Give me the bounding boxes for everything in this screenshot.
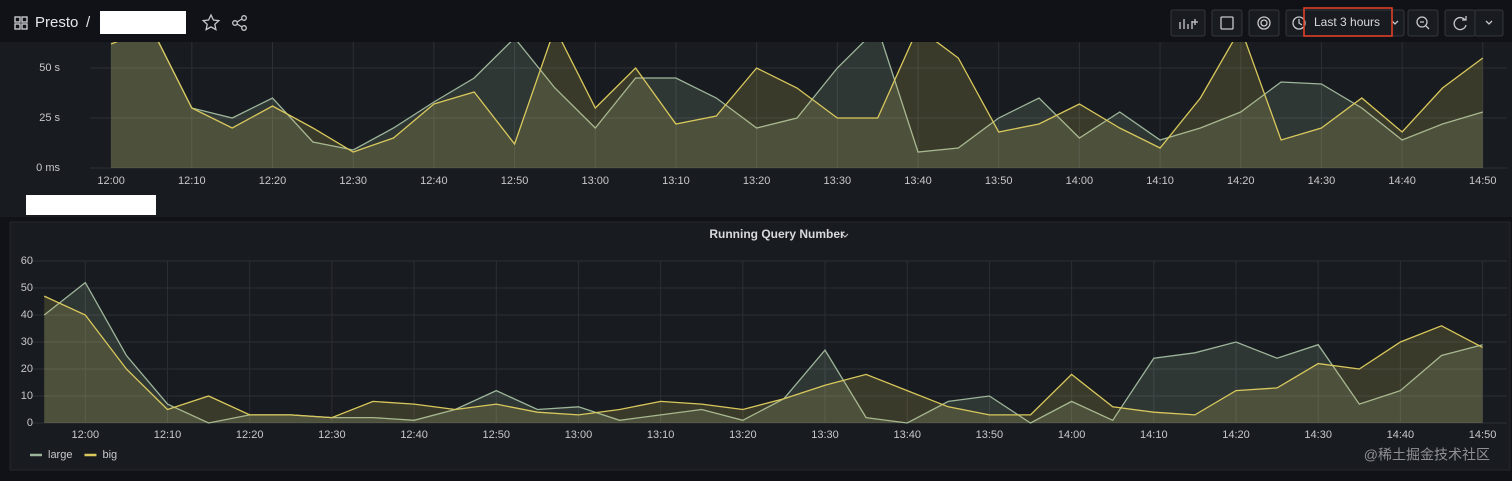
x-tick-label: 13:20	[743, 175, 771, 187]
star-icon[interactable]	[201, 13, 221, 31]
highlight-box	[1303, 7, 1393, 37]
y-tick-label: 25 s	[39, 112, 60, 124]
x-tick-label: 14:40	[1387, 429, 1415, 441]
add-panel-button[interactable]	[1170, 9, 1206, 37]
dashboard-folder[interactable]: Presto	[35, 14, 78, 31]
x-tick-label: 14:50	[1469, 175, 1497, 187]
share-icon[interactable]	[232, 15, 247, 31]
x-tick-label: 13:50	[976, 429, 1004, 441]
x-tick-label: 12:10	[178, 175, 206, 187]
x-tick-label: 14:10	[1140, 429, 1168, 441]
refresh-interval[interactable]	[1474, 9, 1504, 37]
plot	[110, 42, 1484, 168]
x-tick-label: 14:00	[1058, 429, 1086, 441]
x-tick-label: 14:20	[1222, 429, 1250, 441]
x-tick-label: 12:00	[72, 429, 100, 441]
breadcrumb-separator: /	[86, 14, 91, 31]
area	[44, 296, 1483, 423]
y-tick-label: 60	[21, 255, 33, 267]
x-tick-label: 14:30	[1308, 175, 1336, 187]
x-tick-label: 12:00	[97, 175, 125, 187]
x-tick-label: 12:50	[501, 175, 529, 187]
x-tick-label: 14:10	[1146, 175, 1174, 187]
time-range[interactable]: Last 3 hours	[1314, 15, 1380, 29]
line	[157, 42, 1483, 153]
x-tick-label: 14:40	[1388, 175, 1416, 187]
settings-button[interactable]	[1248, 9, 1280, 37]
plot	[43, 281, 1483, 424]
x-tick-label: 13:10	[647, 429, 675, 441]
x-tick-label: 13:00	[581, 175, 609, 187]
x-tick-label: 13:40	[893, 429, 921, 441]
legend-label: big	[102, 449, 117, 461]
x-tick-label: 12:20	[236, 429, 264, 441]
panel-title: Running Query Number	[709, 227, 845, 241]
y-tick-label: 10	[21, 390, 33, 402]
x-tick-label: 12:40	[400, 429, 428, 441]
x-tick-label: 14:30	[1304, 429, 1332, 441]
x-tick-label: 13:40	[904, 175, 932, 187]
x-tick-label: 14:20	[1227, 175, 1255, 187]
redacted-legend	[26, 195, 156, 215]
apps-icon[interactable]	[14, 16, 28, 30]
x-tick-label: 14:50	[1469, 429, 1497, 441]
watermark: @稀土掘金技术社区	[1364, 447, 1490, 463]
area	[111, 42, 1483, 168]
line	[43, 295, 1483, 419]
y-tick-label: 50 s	[39, 62, 60, 74]
y-tick-label: 0 ms	[36, 162, 60, 174]
x-tick-label: 12:50	[483, 429, 511, 441]
toolbar	[1170, 9, 1504, 37]
x-tick-label: 13:20	[729, 429, 757, 441]
panel-menu-icon[interactable]	[841, 233, 849, 238]
legend-label: large	[48, 449, 72, 461]
y-tick-label: 50	[21, 282, 33, 294]
x-tick-label: 12:40	[420, 175, 448, 187]
y-tick-label: 20	[21, 363, 33, 375]
x-tick-label: 12:30	[339, 175, 367, 187]
x-tick-label: 13:00	[565, 429, 593, 441]
top-bar	[0, 0, 1512, 42]
redacted-name	[100, 11, 186, 34]
x-tick-label: 12:10	[154, 429, 182, 441]
x-tick-label: 13:30	[811, 429, 839, 441]
x-tick-label: 12:30	[318, 429, 346, 441]
x-tick-label: 14:00	[1066, 175, 1094, 187]
refresh-button[interactable]	[1444, 9, 1476, 37]
panel	[9, 221, 1511, 471]
x-tick-label: 13:30	[824, 175, 852, 187]
zoom-out-button[interactable]	[1407, 9, 1439, 37]
y-tick-label: 0	[27, 417, 33, 429]
save-button[interactable]	[1211, 9, 1243, 37]
x-tick-label: 12:20	[259, 175, 287, 187]
toolbar-icons	[1179, 16, 1493, 31]
x-tick-label: 13:10	[662, 175, 690, 187]
line	[110, 42, 1484, 153]
x-tick-label: 13:50	[985, 175, 1013, 187]
y-tick-label: 30	[21, 336, 33, 348]
area	[111, 42, 1483, 168]
panel	[0, 42, 1512, 217]
y-tick-label: 40	[21, 309, 33, 321]
